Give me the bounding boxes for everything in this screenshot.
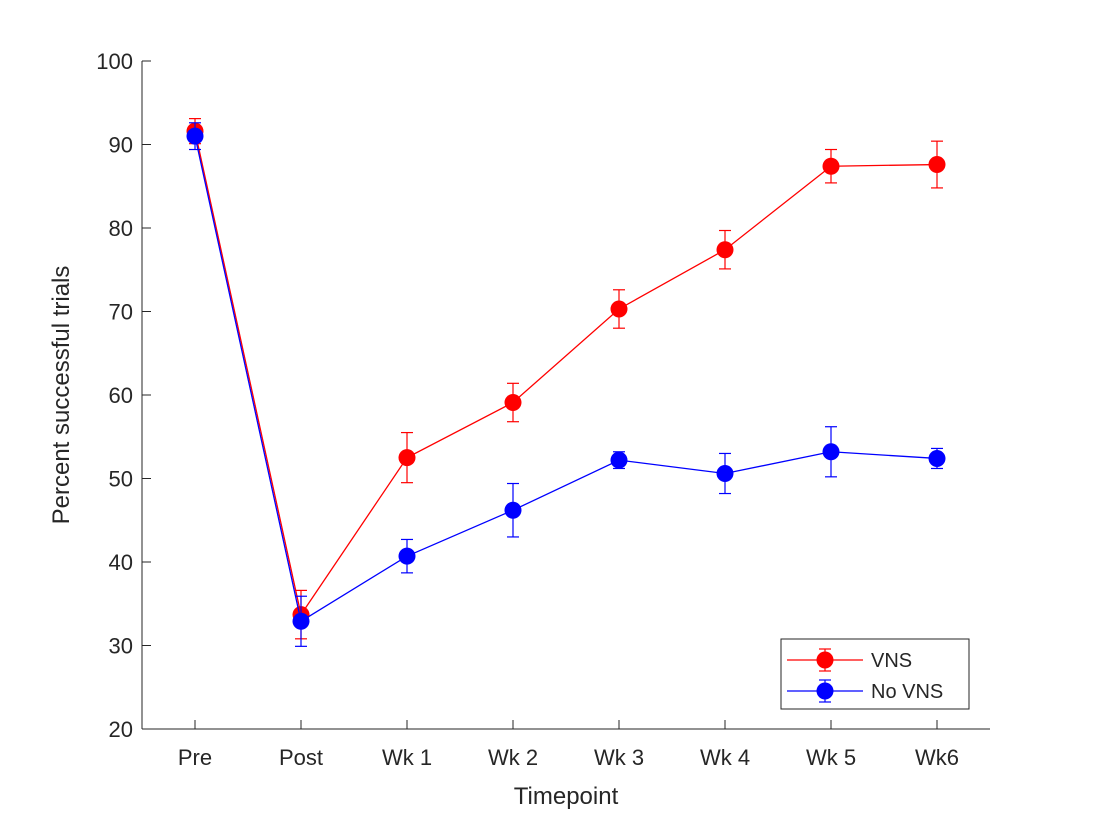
data-point [716,241,734,259]
x-axis-label: Timepoint [514,783,619,810]
y-tick-label: 80 [109,216,133,241]
y-tick-label: 60 [109,383,133,408]
y-axis-label: Percent successful trials [48,266,75,525]
y-tick-label: 100 [96,49,133,74]
data-point [186,127,204,145]
series-line [194,136,938,623]
data-point [398,449,416,467]
y-tick-label: 40 [109,550,133,575]
data-point [716,464,734,482]
data-point [928,156,946,174]
legend-entry: VNS [787,648,912,672]
data-point [610,451,628,469]
x-tick-label: Wk 2 [488,745,538,770]
legend-marker [816,682,834,700]
legend-label: No VNS [871,681,943,703]
data-point [292,612,310,630]
y-ticks: 20 30 40 50 60 70 80 90 100 [96,49,151,742]
x-tick-label: Wk 3 [594,745,644,770]
y-tick-label: 30 [109,634,133,659]
series-layer [186,118,946,647]
x-tick-label: Post [279,745,323,770]
x-ticks: Pre Post Wk 1 Wk 2 Wk 3 Wk 4 Wk 5 Wk6 [178,720,959,770]
data-point [398,547,416,565]
data-point [822,157,840,175]
series-2 [186,122,946,647]
legend-label: VNS [871,650,912,672]
y-tick-label: 70 [109,300,133,325]
legend-marker [816,651,834,669]
x-tick-label: Pre [178,745,212,770]
x-tick-label: Wk6 [915,745,959,770]
legend-entry: No VNS [787,679,943,703]
data-point [822,443,840,461]
legend: VNS No VNS [780,638,970,710]
x-tick-label: Wk 5 [806,745,856,770]
y-tick-label: 90 [109,133,133,158]
data-point [928,449,946,467]
legend-entries: VNS No VNS [787,648,943,703]
legend-box [780,638,970,710]
x-tick-label: Wk 1 [382,745,432,770]
axes: 20 30 40 50 60 70 80 90 100 Pre Post Wk 1 Wk 2 Wk 3 W… [96,49,990,770]
x-tick-label: Wk 4 [700,745,750,770]
data-point [504,394,522,412]
y-tick-label: 50 [109,467,133,492]
y-tick-label: 20 [109,717,133,742]
data-point [610,300,628,318]
data-point [504,501,522,519]
series-line [194,131,938,617]
